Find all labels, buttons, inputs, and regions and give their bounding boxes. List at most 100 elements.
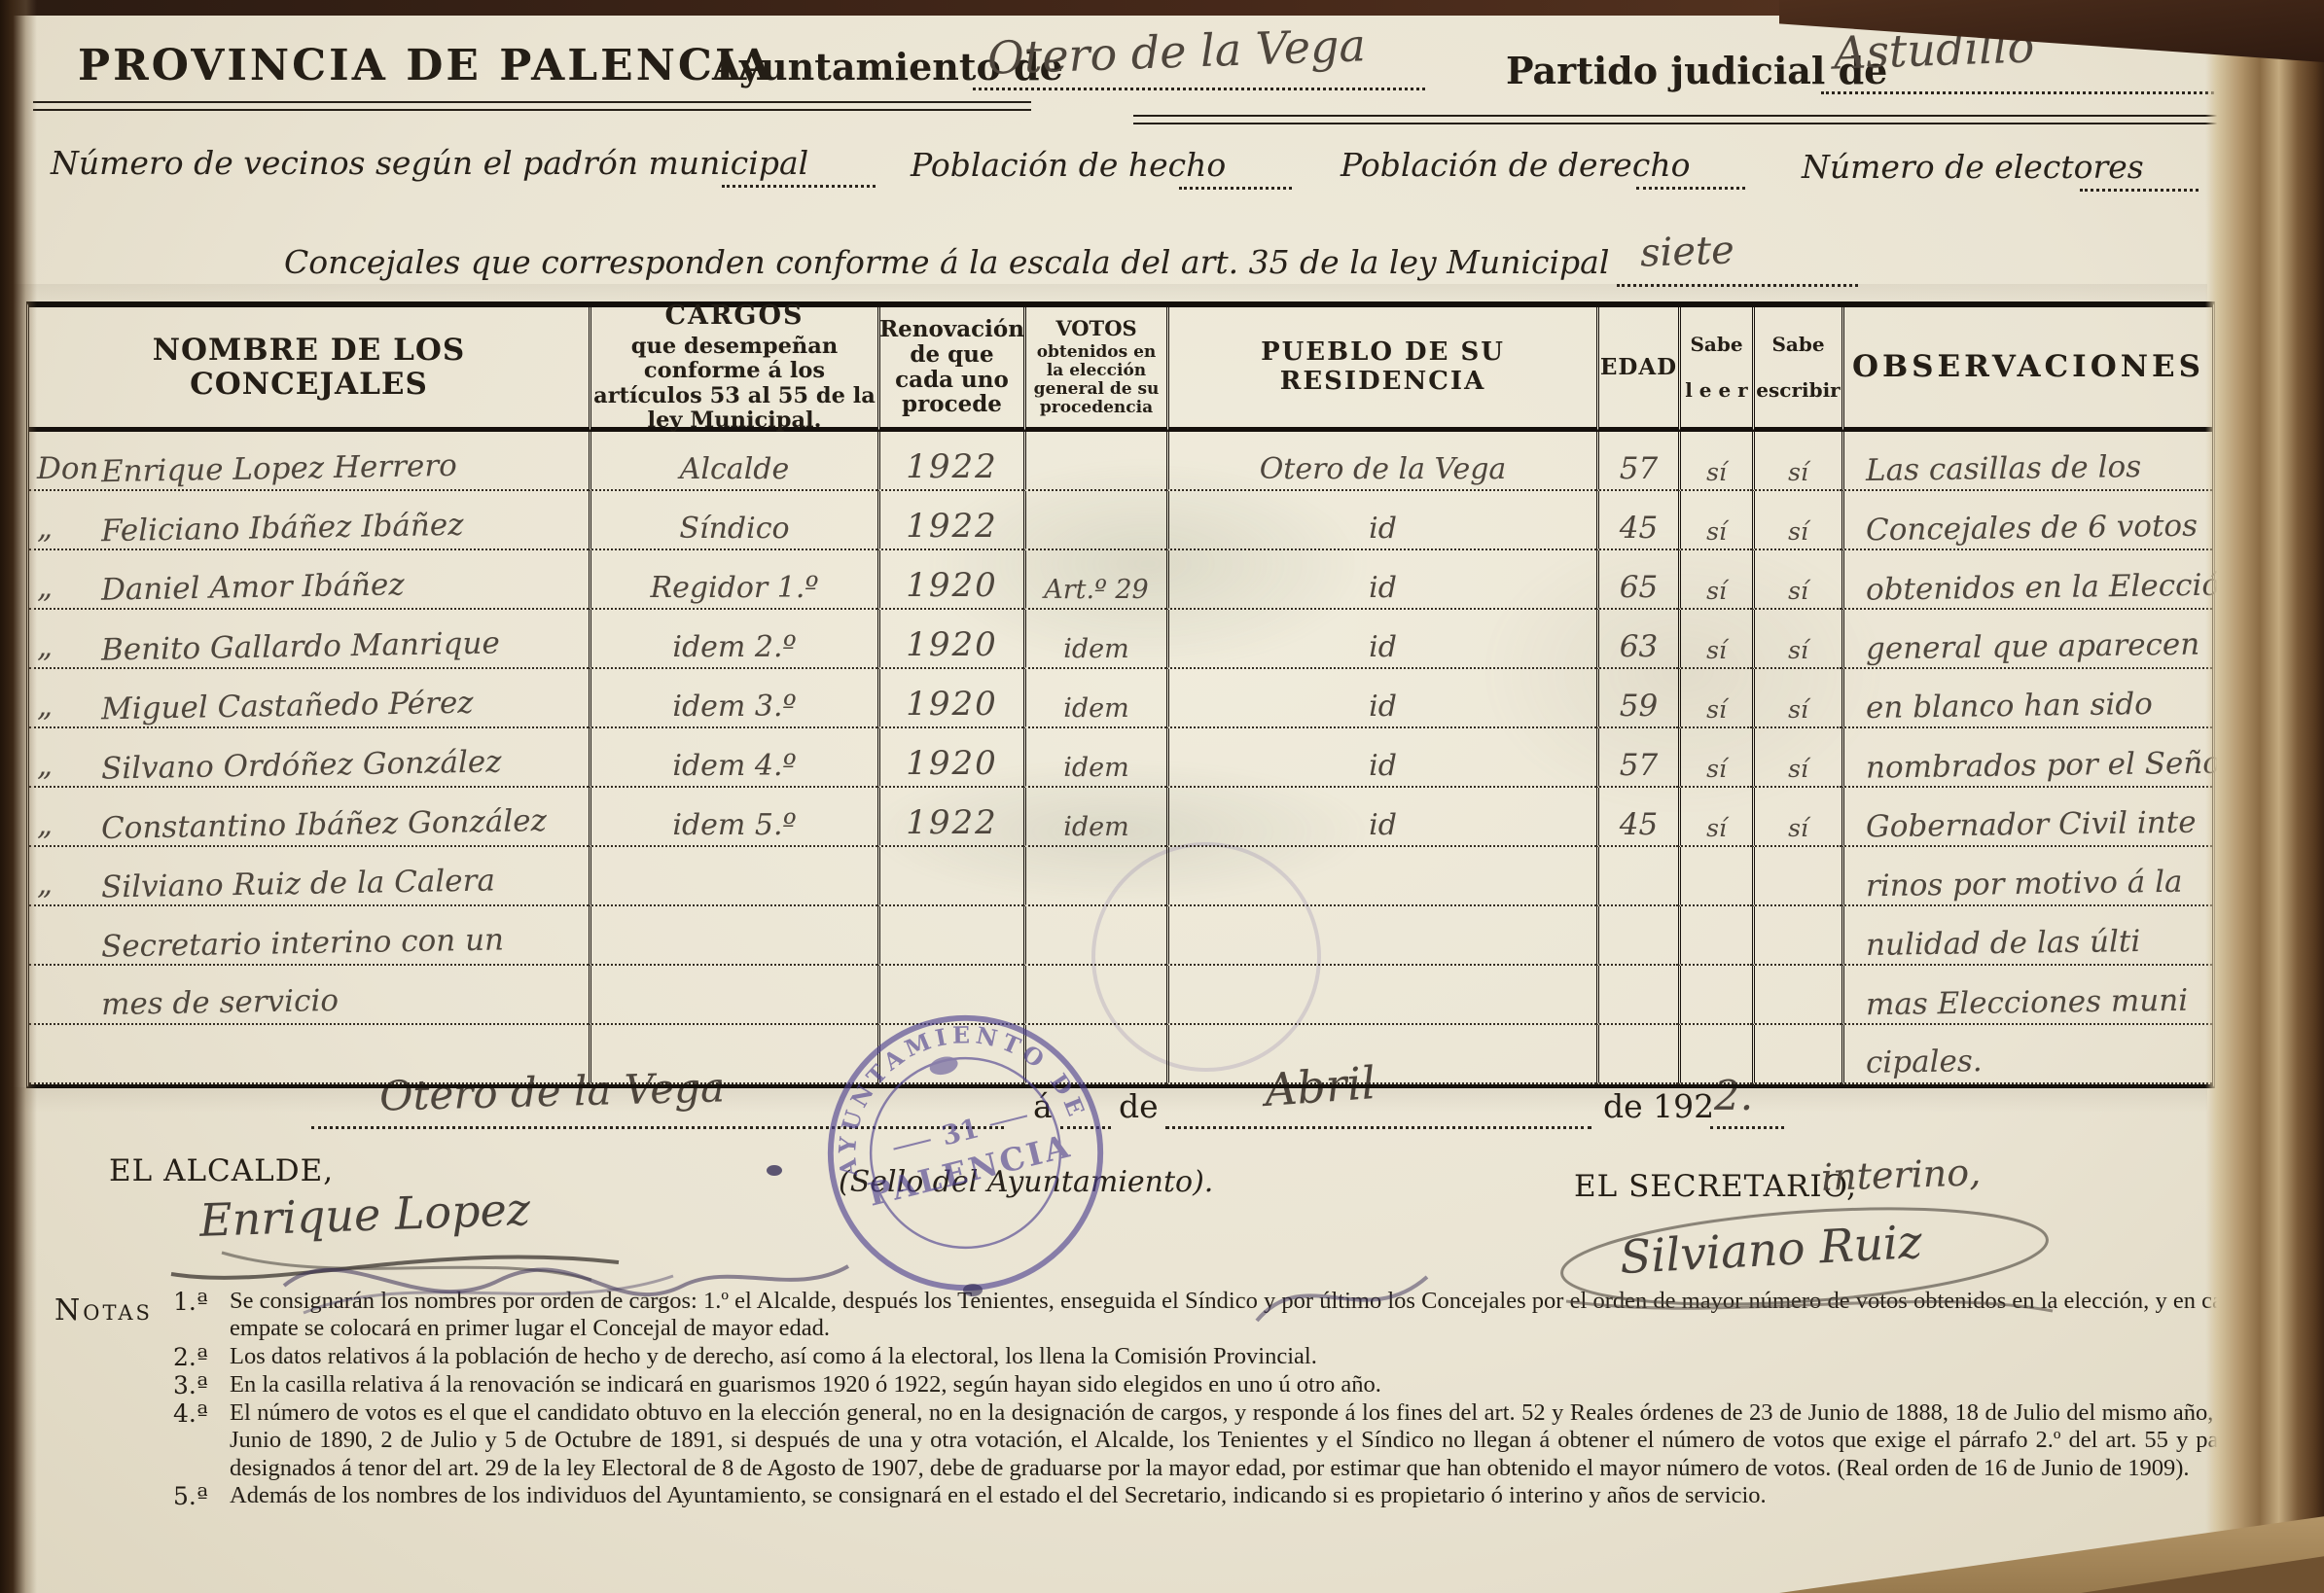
observaciones-handwritten: Gobernador Civil inte — [1865, 804, 2197, 845]
dotted-fill-line — [1821, 91, 2254, 94]
cell-edad — [1596, 847, 1678, 906]
cell-name: „ Silvano Ordóñez González — [29, 728, 589, 788]
cell-pueblo — [1166, 1025, 1596, 1084]
cell-cargo — [589, 906, 877, 966]
cell-sabe-escribir — [1752, 847, 1841, 906]
cell-votos — [1023, 1025, 1166, 1084]
notas-label: Notas — [54, 1293, 153, 1328]
cell-observaciones: en blanco han sido — [1841, 669, 2212, 728]
secretario-label: EL SECRETARIO, — [1574, 1169, 1858, 1204]
nota-text: Además de los nombres de los individuos … — [230, 1482, 1767, 1509]
cell-renovacion: 1920 — [877, 669, 1023, 728]
cell-name: „ Miguel Castañedo Pérez — [29, 669, 589, 728]
cell-renovacion: 1920 — [877, 610, 1023, 669]
dotted-fill-line — [311, 1126, 1004, 1129]
cell-votos: idem — [1023, 788, 1166, 847]
sabe-escribir-line2: escribir — [1756, 377, 1841, 402]
cargo-handwritten: Síndico — [679, 512, 790, 546]
nota-number: 2.ª — [173, 1342, 208, 1371]
councilor-name-handwritten: Enrique Lopez Herrero — [100, 447, 458, 490]
cell-votos — [1023, 906, 1166, 966]
col-header-votos: VOTOS obtenidos en la elección general d… — [1023, 307, 1166, 432]
cell-cargo: Síndico — [589, 491, 877, 550]
cell-votos: idem — [1023, 610, 1166, 669]
cell-observaciones: obtenidos en la Elección — [1841, 550, 2239, 610]
col-header-pueblo: PUEBLO DE SU RESIDENCIA — [1166, 307, 1596, 432]
cargo-handwritten: Alcalde — [679, 452, 790, 486]
cell-renovacion — [877, 847, 1023, 906]
cell-sabe-escribir — [1752, 966, 1841, 1025]
renovacion-handwritten: 1922 — [906, 447, 998, 486]
nota-item: 5.ª Además de los nombres de los individ… — [173, 1482, 2272, 1510]
observaciones-handwritten: general que aparecen — [1865, 626, 2200, 667]
cell-cargo: idem 4.º — [589, 728, 877, 788]
votos-handwritten: idem — [1063, 634, 1129, 664]
dotted-fill-line — [1710, 1126, 1784, 1129]
cell-renovacion: 1922 — [877, 491, 1023, 550]
nota-item: 4.ª El número de votos es el que el cand… — [173, 1399, 2272, 1482]
cargos-subtitle: que desempeñan conforme á los artículos … — [593, 334, 876, 433]
cell-observaciones: rinos por motivo á la — [1841, 847, 2212, 906]
cell-renovacion — [877, 1025, 1023, 1084]
sello-caption: (Sello del Ayuntamiento). — [839, 1165, 1214, 1199]
row-prefix: „ — [37, 867, 54, 902]
partido-judicial-label: Partido judicial de — [1506, 49, 1888, 92]
cargos-title: CARGOS — [664, 301, 804, 332]
cell-observaciones: cipales. — [1841, 1025, 2212, 1084]
observaciones-handwritten: nombrados por el Señor — [1865, 745, 2235, 786]
cell-sabe-escribir: sí — [1752, 728, 1841, 788]
pueblo-handwritten: Otero de la Vega — [1259, 452, 1507, 486]
cell-observaciones: Las casillas de los — [1841, 432, 2212, 491]
cell-renovacion: 1920 — [877, 550, 1023, 610]
row-prefix: „ — [37, 570, 54, 605]
nota-text: Los datos relativos á la población de he… — [230, 1342, 1317, 1369]
observaciones-handwritten: mas Elecciones muni — [1865, 982, 2189, 1023]
pueblo-handwritten: id — [1369, 630, 1397, 664]
ayuntamiento-label: Ayuntamiento de — [712, 45, 1063, 88]
cell-renovacion — [877, 966, 1023, 1025]
col-header-nombre: NOMBRE DE LOS CONCEJALES — [29, 307, 589, 432]
councilor-name-handwritten: Constantino Ibáñez González — [100, 803, 548, 846]
councilor-name-handwritten: Miguel Castañedo Pérez — [100, 685, 474, 727]
col-header-sabe-leer: Sabe l e e r — [1678, 307, 1752, 432]
date-year-handwritten: 2. — [1714, 1072, 1754, 1119]
cell-observaciones: Gobernador Civil inte — [1841, 788, 2212, 847]
cell-sabe-escribir — [1752, 906, 1841, 966]
cell-edad — [1596, 906, 1678, 966]
ayuntamiento-value-handwritten: Otero de la Vega — [986, 18, 1367, 85]
cell-name: Don Enrique Lopez Herrero — [29, 432, 589, 491]
observaciones-handwritten: obtenidos en la Elección — [1865, 567, 2240, 608]
row-prefix: „ — [37, 807, 54, 842]
cell-edad: 45 — [1596, 788, 1678, 847]
cell-name — [29, 1025, 589, 1084]
sabe-leer-mark: sí — [1706, 695, 1727, 724]
cell-observaciones: general que aparecen — [1841, 610, 2212, 669]
cell-pueblo: id — [1166, 491, 1596, 550]
poblacion-hecho-label: Población de hecho — [911, 146, 1227, 184]
edad-handwritten: 57 — [1619, 748, 1659, 783]
sabe-leer-mark: sí — [1706, 458, 1727, 486]
col-header-observaciones: OBSERVACIONES — [1841, 307, 2212, 432]
cell-sabe-leer: sí — [1678, 610, 1752, 669]
cell-cargo: Regidor 1.º — [589, 550, 877, 610]
cell-edad: 57 — [1596, 432, 1678, 491]
cell-sabe-leer: sí — [1678, 550, 1752, 610]
secretario-signature-flourish — [1560, 1207, 2054, 1313]
cell-pueblo: id — [1166, 788, 1596, 847]
cell-votos: idem — [1023, 669, 1166, 728]
cell-name: „ Feliciano Ibáñez Ibáñez — [29, 491, 589, 550]
cell-edad: 65 — [1596, 550, 1678, 610]
col-header-renovacion: Renovación de que cada uno procede — [877, 307, 1024, 432]
row-prefix: „ — [37, 629, 54, 664]
date-year-printed: de 192 — [1603, 1087, 1715, 1125]
dotted-fill-line — [1636, 187, 1745, 190]
binding-gutter-left — [0, 0, 37, 1593]
concejales-count-handwritten: siete — [1639, 228, 1735, 276]
ink-blot — [767, 1165, 782, 1176]
edad-handwritten: 65 — [1619, 570, 1659, 605]
nota-number: 5.ª — [173, 1482, 208, 1511]
poblacion-derecho-label: Población de derecho — [1341, 146, 1691, 184]
cell-sabe-escribir: sí — [1752, 550, 1841, 610]
cell-votos — [1023, 966, 1166, 1025]
observaciones-handwritten: en blanco han sido — [1865, 686, 2154, 726]
